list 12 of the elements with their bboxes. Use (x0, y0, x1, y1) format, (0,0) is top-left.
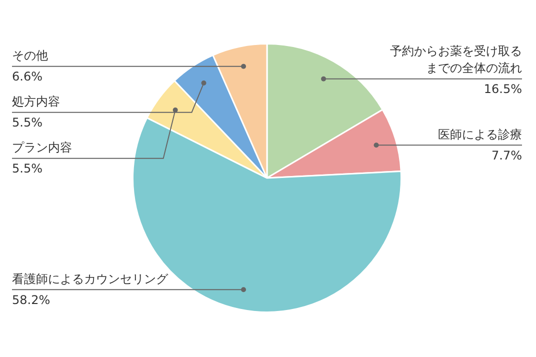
slice-label: その他 (12, 48, 48, 62)
data-label: 16.5% (484, 82, 522, 96)
data-label: 7.7% (492, 148, 522, 162)
data-label: 5.5% (12, 115, 42, 130)
slice-label: プラン内容 (12, 140, 72, 154)
data-label: 6.6% (12, 69, 42, 84)
data-label: 5.5% (12, 161, 42, 176)
slice-label: 医師による診療 (438, 127, 522, 142)
slice-label: 予約からお薬を受け取るまでの全体の流れ (390, 44, 522, 76)
slice-label: 処方内容 (12, 94, 60, 108)
data-label: 58.2% (12, 292, 50, 307)
slice-label: 看護師によるカウンセリング (12, 272, 169, 286)
